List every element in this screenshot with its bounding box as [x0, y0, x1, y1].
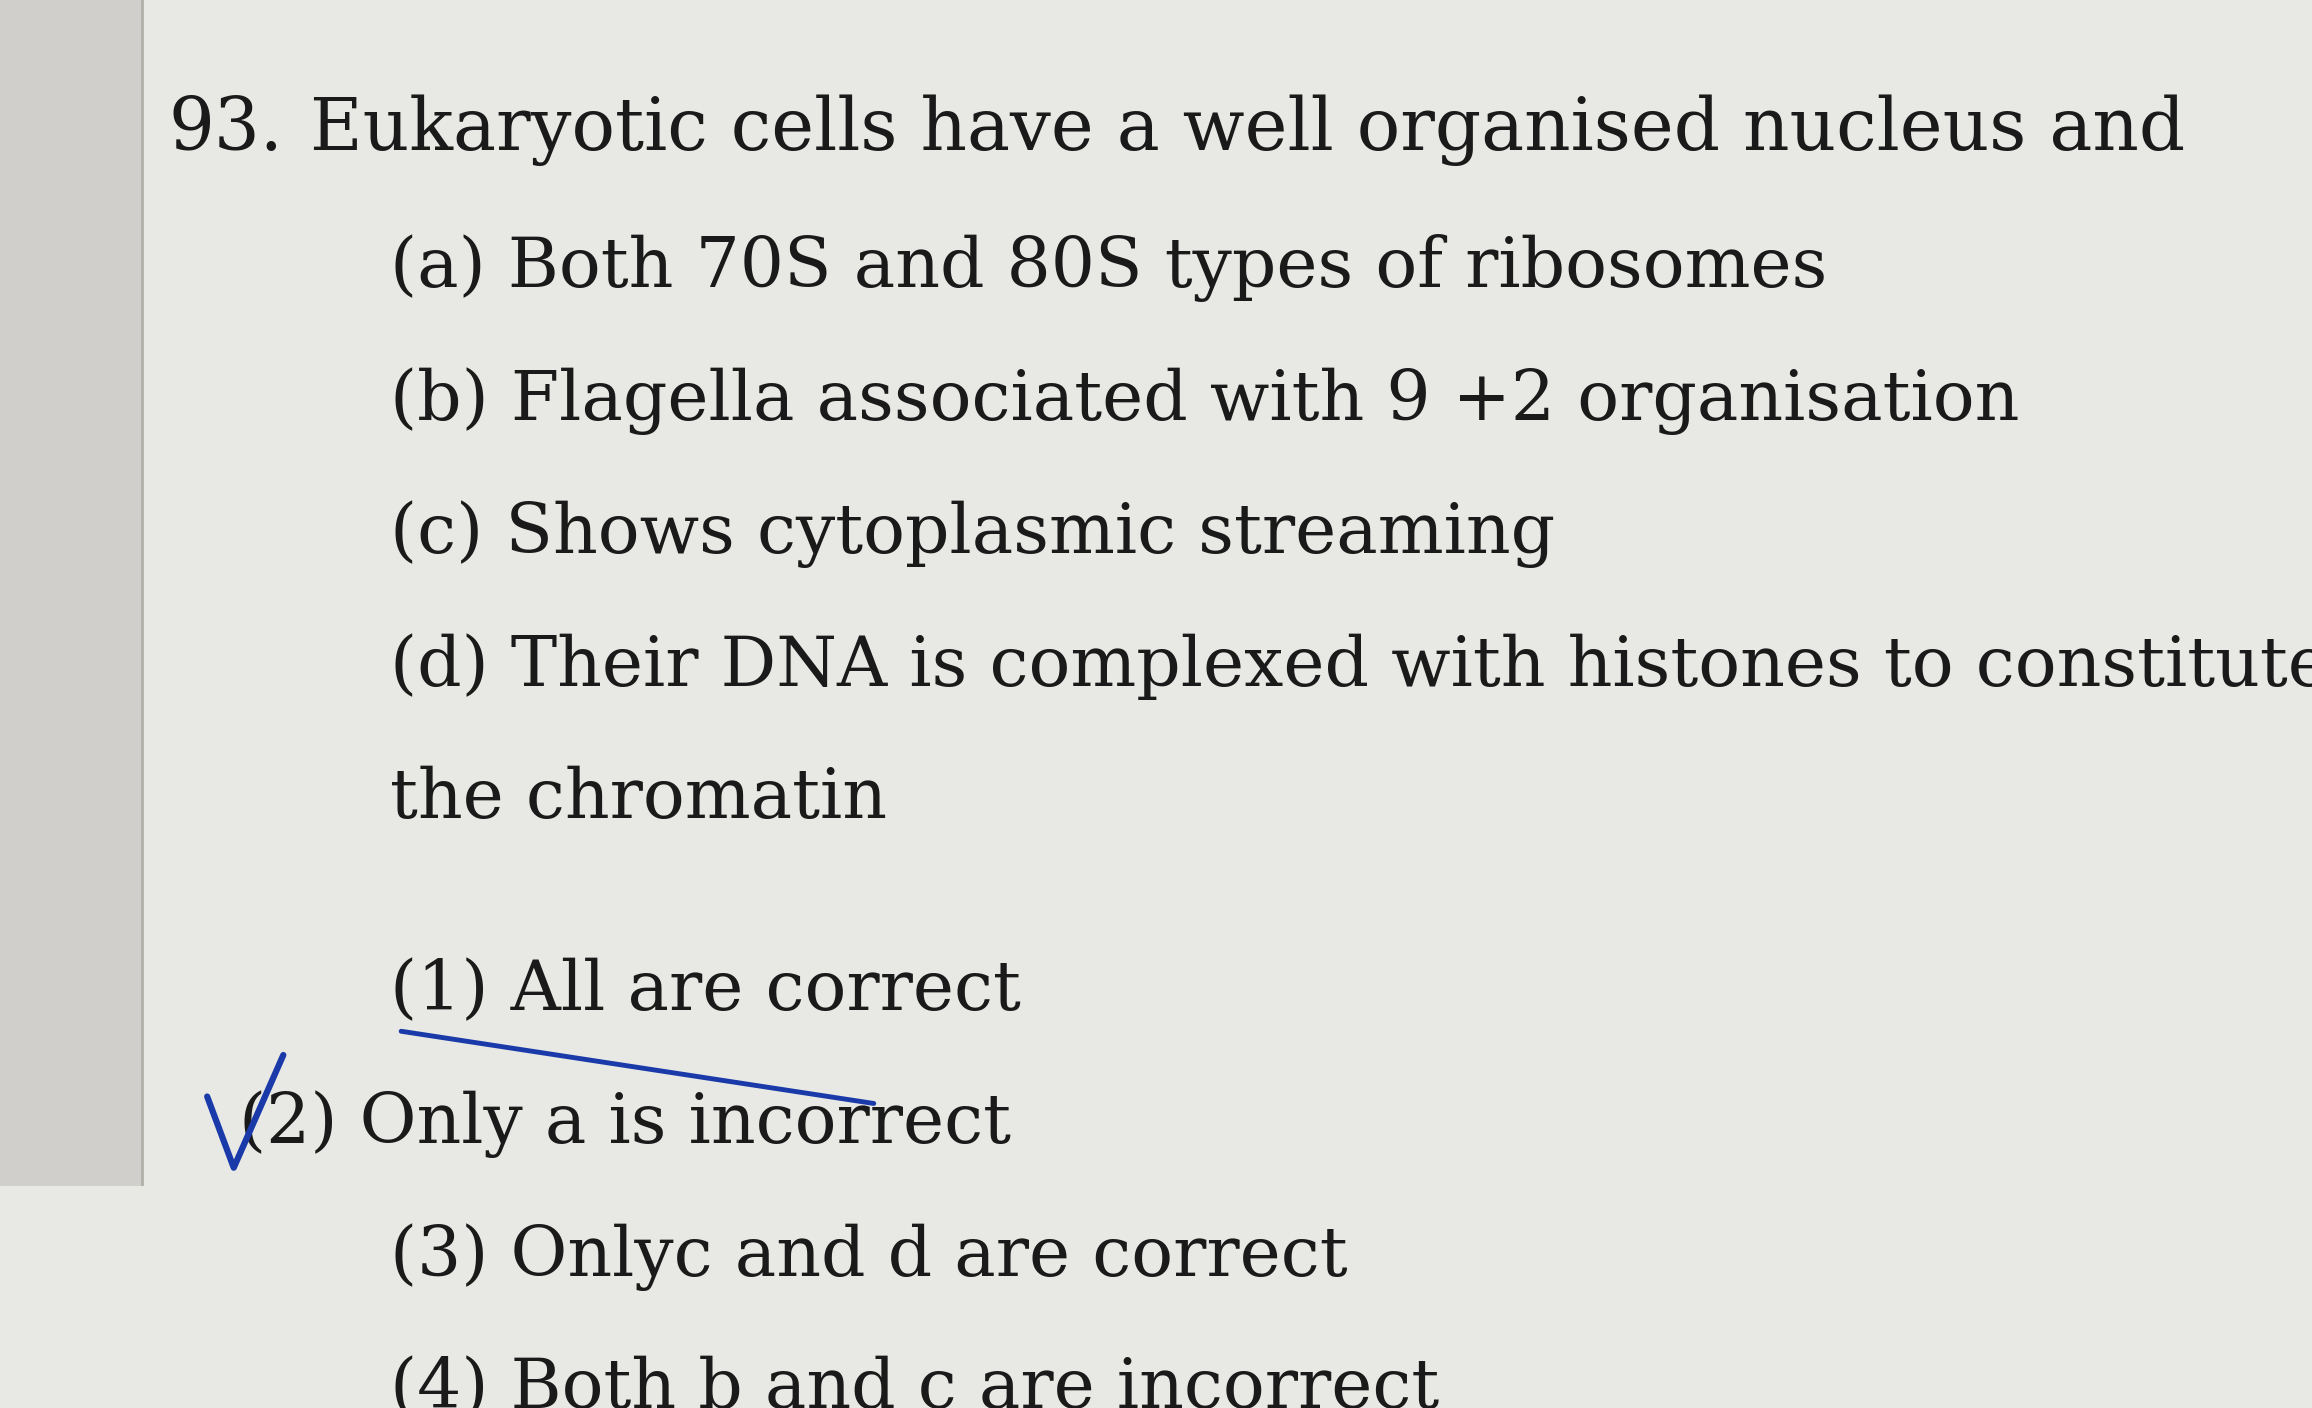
- FancyBboxPatch shape: [0, 0, 141, 1186]
- Text: (a) Both 70S and 80S types of ribosomes: (a) Both 70S and 80S types of ribosomes: [388, 234, 1826, 303]
- Text: (2) Only a is incorrect: (2) Only a is incorrect: [238, 1091, 1010, 1159]
- Text: (b) Flagella associated with 9 +2 organisation: (b) Flagella associated with 9 +2 organi…: [388, 367, 2018, 435]
- Text: the chromatin: the chromatin: [388, 766, 885, 832]
- Text: (4) Both b and c are incorrect: (4) Both b and c are incorrect: [388, 1356, 1438, 1408]
- Text: (3) Onlyc and d are correct: (3) Onlyc and d are correct: [388, 1224, 1348, 1291]
- Text: (c) Shows cytoplasmic streaming: (c) Shows cytoplasmic streaming: [388, 500, 1554, 567]
- Text: (d) Their DNA is complexed with histones to constitute: (d) Their DNA is complexed with histones…: [388, 632, 2312, 700]
- Text: 93.: 93.: [169, 94, 282, 165]
- Text: Eukaryotic cells have a well organised nucleus and: Eukaryotic cells have a well organised n…: [310, 94, 2185, 166]
- Text: (1) All are correct: (1) All are correct: [388, 957, 1020, 1024]
